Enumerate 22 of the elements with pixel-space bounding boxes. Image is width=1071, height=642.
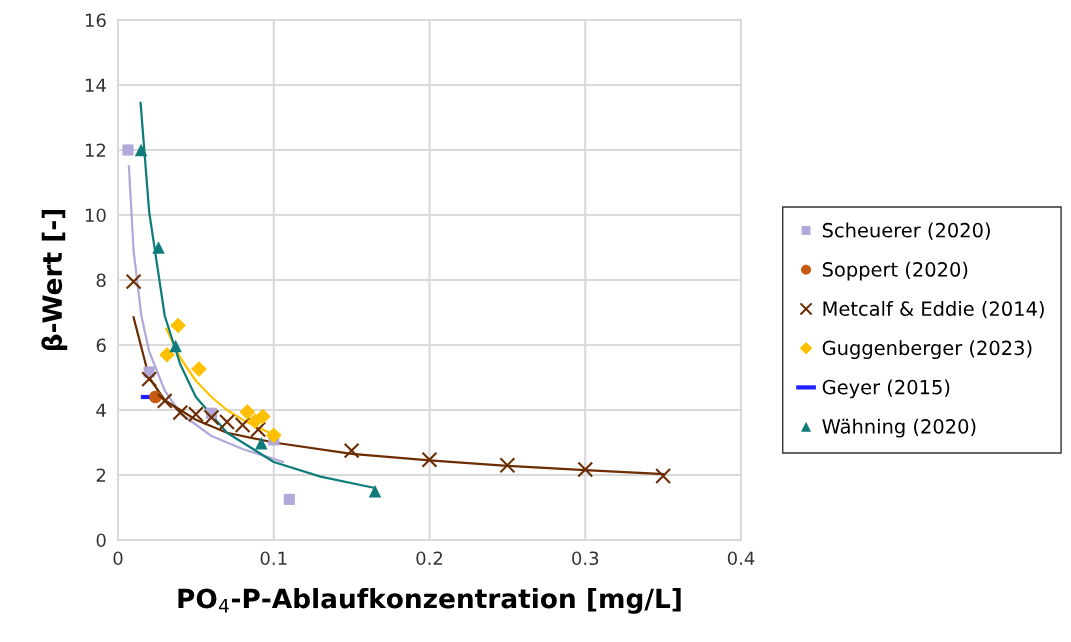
y-tick-label: 6 bbox=[96, 338, 106, 353]
y-tick-label: 4 bbox=[96, 403, 106, 417]
y-tick-label: 2 bbox=[96, 468, 106, 482]
legend-label: Guggenberger (2023) bbox=[822, 340, 1032, 360]
x-tick-label: 0.2 bbox=[416, 551, 443, 566]
legend-label: Scheuerer (2020) bbox=[822, 222, 990, 240]
legend-label: Geyer (2015) bbox=[822, 379, 950, 399]
x-tick-label: 0.3 bbox=[572, 551, 599, 566]
y-tick-label: 16 bbox=[85, 13, 106, 28]
y-tick-label: 8 bbox=[96, 273, 106, 288]
legend-label: Metcalf & Eddie (2014) bbox=[823, 300, 1044, 319]
x-axis-title: PO$_{4}$-P-Ablaufkonzentration [mg/L] bbox=[178, 588, 681, 614]
y-tick-label: 14 bbox=[85, 78, 106, 92]
x-tick-label: 0.4 bbox=[727, 551, 755, 566]
y-tick-label: 0 bbox=[96, 533, 106, 548]
y-tick-label: 10 bbox=[85, 208, 106, 223]
y-axis-title: β-Wert [-] bbox=[41, 209, 68, 351]
legend-label: Soppert (2020) bbox=[822, 261, 968, 281]
y-tick-label: 12 bbox=[85, 143, 106, 157]
legend-label: Wähning (2020) bbox=[822, 418, 976, 438]
x-tick-label: 0.1 bbox=[260, 551, 287, 566]
x-tick-label: 0 bbox=[113, 551, 123, 566]
